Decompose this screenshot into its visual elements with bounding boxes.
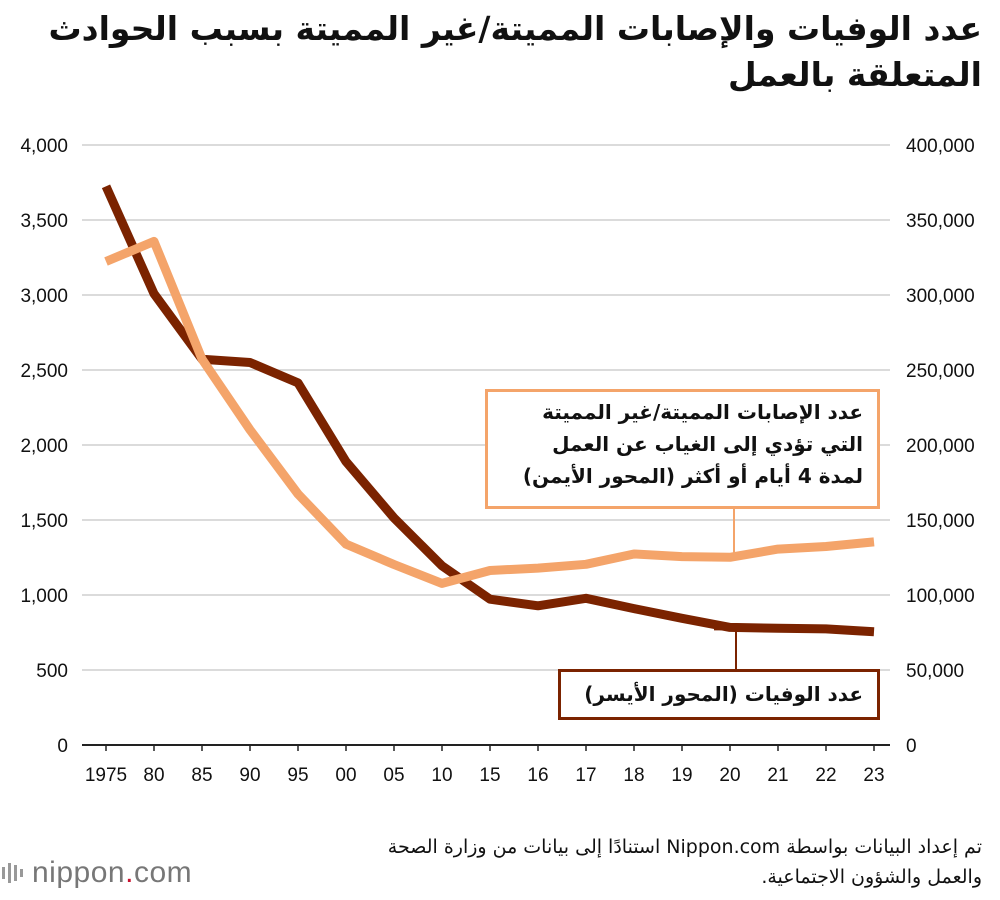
injuries-callout-line-3: لمدة 4 أيام أو أكثر (المحور الأيمن)	[522, 464, 863, 488]
source-line-2: والعمل والشؤون الاجتماعية.	[761, 866, 982, 888]
left-axis-tick-label: 500	[36, 661, 68, 682]
x-axis-tick-label: 95	[287, 765, 308, 786]
nippon-logo[interactable]: nippon.com	[0, 856, 192, 890]
source-line-1: تم إعداد البيانات بواسطة Nippon.com استن…	[387, 836, 982, 858]
right-axis-tick-label: 350,000	[906, 211, 975, 232]
logo-text-dot: .	[125, 856, 134, 889]
x-axis-tick-label: 05	[383, 765, 404, 786]
injuries-callout: عدد الإصابات المميتة/غير المميتة التي تؤ…	[485, 389, 880, 509]
series-lines	[101, 184, 875, 637]
left-axis-ticks: 0 500 1,000 1,500 2,000 2,500 3,000 3,500 4,000	[20, 136, 68, 757]
right-axis-ticks: 0 50,000 100,000 150,000 200,000 250,000 300,0…	[906, 136, 975, 757]
right-axis-tick-label: 0	[906, 736, 917, 757]
x-axis-ticks: 1975 80 85 90 95 00 05 10 15 16 17 18 19 20 21 22 23	[85, 745, 885, 786]
gridlines	[82, 144, 890, 746]
x-axis-tick-label: 85	[191, 765, 212, 786]
left-axis-tick-label: 2,500	[20, 361, 68, 382]
x-axis-tick-label: 20	[719, 765, 740, 786]
x-axis-tick-label: 80	[143, 765, 164, 786]
right-axis-tick-label: 100,000	[906, 586, 975, 607]
left-axis-tick-label: 0	[57, 736, 68, 757]
logo-text-tld: com	[133, 856, 193, 889]
x-axis-tick-label: 1975	[85, 765, 127, 786]
chart-title: عدد الوفيات والإصابات المميتة/غير المميت…	[22, 6, 982, 98]
injuries-series-line	[104, 236, 875, 588]
deaths-callout-label: عدد الوفيات (المحور الأيسر)	[584, 682, 863, 706]
chart-title-line-1: عدد الوفيات والإصابات المميتة/غير المميت…	[48, 9, 982, 48]
deaths-callout: عدد الوفيات (المحور الأيسر)	[558, 669, 880, 720]
left-axis-tick-label: 1,500	[20, 511, 68, 532]
x-axis-tick-label: 00	[335, 765, 356, 786]
chart-title-line-2: المتعلقة بالعمل	[727, 55, 982, 94]
deaths-series-line	[101, 184, 875, 637]
x-axis-tick-label: 90	[239, 765, 260, 786]
right-axis-tick-label: 200,000	[906, 436, 975, 457]
injuries-callout-pointer	[716, 508, 735, 556]
x-axis-tick-label: 18	[623, 765, 644, 786]
line-chart: 05001,0001,5002,0002,5003,0003,5004,000 …	[20, 136, 975, 786]
x-axis-tick-label: 19	[671, 765, 692, 786]
left-axis-tick-label: 3,000	[20, 286, 68, 307]
x-axis-tick-label: 23	[863, 765, 884, 786]
left-axis-tick-label: 4,000	[20, 136, 68, 157]
x-axis-tick-label: 15	[479, 765, 500, 786]
x-axis-tick-label: 21	[767, 765, 788, 786]
x-axis-tick-label: 22	[815, 765, 836, 786]
logo-bars-icon	[2, 863, 23, 883]
right-axis-tick-label: 400,000	[906, 136, 975, 157]
injuries-callout-line-2: التي تؤدي إلى الغياب عن العمل	[552, 432, 863, 456]
left-axis-tick-label: 3,500	[20, 211, 68, 232]
right-axis-tick-label: 250,000	[906, 361, 975, 382]
right-axis-tick-label: 300,000	[906, 286, 975, 307]
right-axis-tick-label: 50,000	[906, 661, 964, 682]
injuries-callout-line-1: عدد الإصابات المميتة/غير المميتة	[542, 400, 863, 424]
right-axis-tick-label: 150,000	[906, 511, 975, 532]
source-note: تم إعداد البيانات بواسطة Nippon.com استن…	[222, 832, 982, 892]
x-axis-tick-label: 10	[431, 765, 452, 786]
left-axis-tick-label: 2,000	[20, 436, 68, 457]
deaths-callout-pointer	[714, 628, 737, 670]
x-axis-tick-label: 16	[527, 765, 548, 786]
callout-pointers	[714, 508, 737, 670]
x-axis-tick-label: 17	[575, 765, 596, 786]
left-axis-tick-label: 1,000	[20, 586, 68, 607]
logo-text-main: nippon	[32, 856, 126, 889]
